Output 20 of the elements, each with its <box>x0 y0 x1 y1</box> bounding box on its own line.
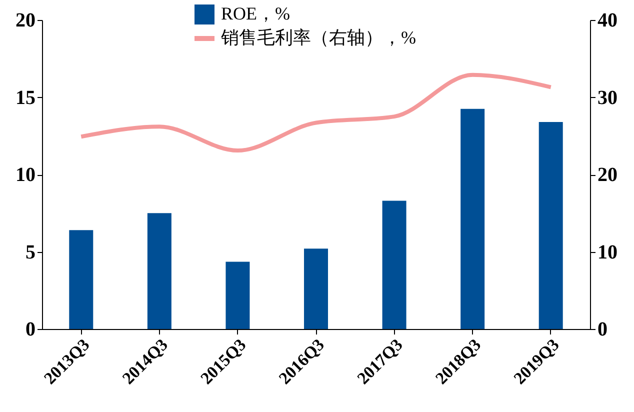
y2-tick-label: 0 <box>598 318 608 340</box>
y2-tick-label: 10 <box>598 241 618 264</box>
line-series <box>79 72 553 153</box>
y-tick-label: 0 <box>26 318 36 340</box>
bar <box>304 248 328 329</box>
bar <box>226 262 250 329</box>
y-tick-label: 5 <box>26 241 36 264</box>
bar <box>460 108 485 329</box>
y2-tick-label: 20 <box>598 164 618 186</box>
bar <box>69 230 94 329</box>
legend-label: ROE，% <box>221 4 290 24</box>
bar <box>147 213 172 329</box>
y2-tick-label: 30 <box>598 86 618 109</box>
y-tick-label: 15 <box>16 86 36 109</box>
bar <box>382 200 406 329</box>
y-tick-label: 20 <box>16 10 36 32</box>
y-tick-label: 10 <box>16 164 36 186</box>
y2-tick-label: 40 <box>598 10 618 32</box>
legend-label: 销售毛利率（右轴），% <box>220 28 416 48</box>
bar <box>538 122 563 329</box>
